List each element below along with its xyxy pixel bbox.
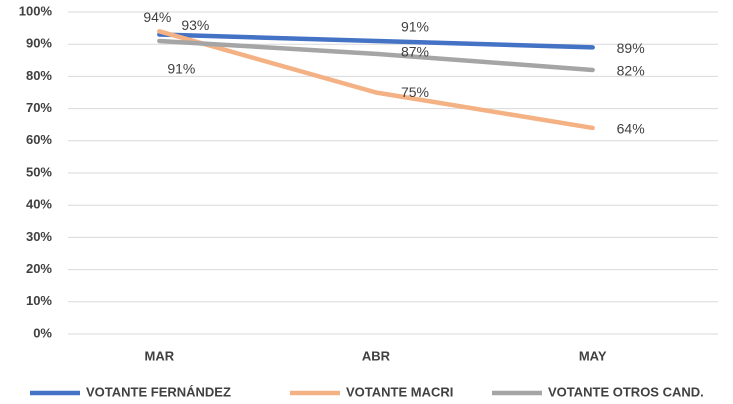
y-tick-label: 90% <box>26 36 52 51</box>
legend-label: VOTANTE MACRI <box>346 384 453 399</box>
x-tick-label: MAR <box>145 348 175 363</box>
legend-label: VOTANTE FERNÁNDEZ <box>86 384 231 399</box>
data-label: 91% <box>401 19 429 35</box>
data-label: 87% <box>401 44 429 60</box>
data-label: 64% <box>617 121 645 137</box>
y-tick-label: 0% <box>33 325 52 340</box>
y-tick-label: 20% <box>26 261 52 276</box>
legend-label: VOTANTE OTROS CAND. <box>548 384 704 399</box>
y-tick-label: 80% <box>26 68 52 83</box>
data-label: 94% <box>143 9 171 25</box>
y-tick-label: 60% <box>26 132 52 147</box>
y-tick-label: 50% <box>26 164 52 179</box>
y-tick-label: 40% <box>26 197 52 212</box>
x-tick-label: MAY <box>579 348 607 363</box>
series-line <box>157 29 595 131</box>
x-tick-label: ABR <box>362 348 391 363</box>
y-tick-label: 100% <box>19 3 53 18</box>
data-label: 82% <box>617 63 645 79</box>
series-line <box>157 38 595 73</box>
series-line <box>157 32 595 50</box>
y-tick-label: 30% <box>26 229 52 244</box>
data-label: 75% <box>401 84 429 100</box>
data-label: 93% <box>181 17 209 33</box>
data-label: 89% <box>617 40 645 56</box>
y-tick-label: 70% <box>26 100 52 115</box>
data-label: 91% <box>167 61 195 77</box>
y-tick-label: 10% <box>26 293 52 308</box>
